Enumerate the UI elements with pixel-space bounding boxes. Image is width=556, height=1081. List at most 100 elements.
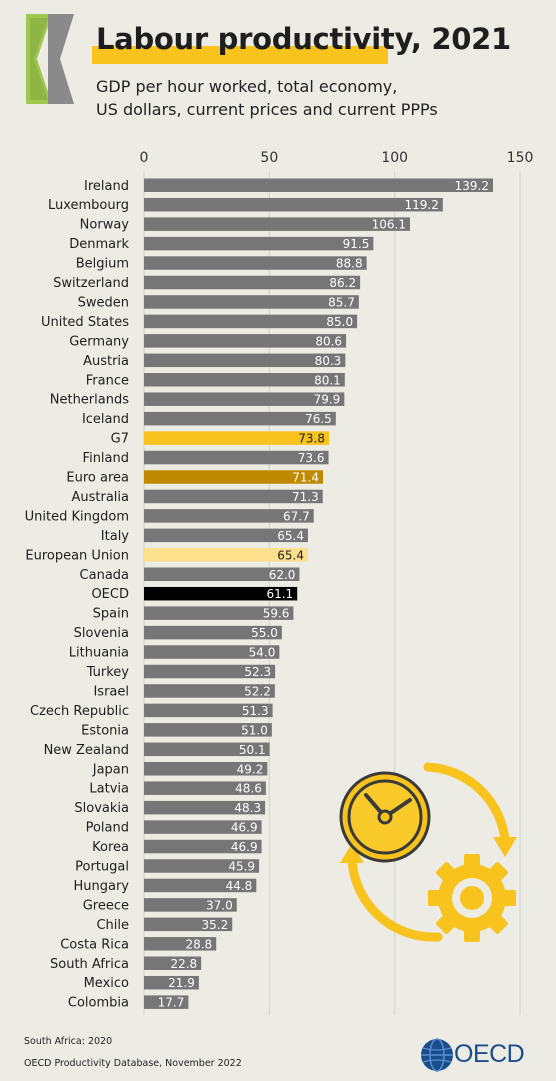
category-label: Spain	[93, 607, 129, 622]
bar	[144, 820, 262, 834]
value-label: 55.0	[251, 626, 278, 640]
category-label: Greece	[83, 898, 129, 913]
page-title: Labour productivity, 2021	[96, 22, 511, 56]
value-label: 85.7	[328, 295, 355, 309]
value-labels: 139.2 119.2 106.191.5 88.8 86.2 85.7 85.0 80.6 8…	[158, 179, 489, 1010]
bar	[144, 528, 308, 543]
x-axis-ticks: 0 50 100 150	[140, 150, 534, 166]
bar	[144, 645, 280, 659]
value-label: 76.5	[305, 412, 332, 426]
category-label: Colombia	[68, 996, 129, 1011]
bar	[144, 839, 262, 854]
category-label: Chile	[96, 918, 129, 933]
bar	[144, 781, 266, 795]
bar	[144, 509, 314, 523]
value-label: 50.1	[239, 743, 266, 757]
bar	[144, 800, 266, 815]
value-label: 65.4	[277, 548, 304, 562]
value-label: 73.6	[298, 451, 325, 465]
category-label: Czech Republic	[30, 704, 129, 719]
bar	[144, 606, 294, 620]
category-label: Australia	[71, 490, 129, 505]
bar	[144, 314, 358, 329]
chevron-logo-icon	[26, 14, 74, 104]
category-label: Portugal	[75, 860, 129, 875]
bar	[144, 295, 359, 309]
clock-icon	[339, 771, 431, 863]
title-highlight	[92, 46, 388, 64]
category-label: Slovenia	[74, 626, 129, 641]
bar	[144, 878, 257, 893]
category-label: European Union	[25, 548, 129, 563]
value-label: 80.6	[315, 334, 342, 348]
x-tick-label: 0	[140, 150, 149, 166]
value-label: 85.0	[326, 315, 353, 329]
bar	[144, 917, 233, 932]
bar	[144, 334, 347, 348]
value-label: 51.3	[242, 704, 269, 718]
value-label: 91.5	[343, 237, 370, 251]
bar	[144, 664, 276, 679]
category-label: Ireland	[84, 179, 129, 194]
bar	[144, 489, 323, 504]
value-label: 59.6	[263, 607, 290, 621]
bar	[144, 197, 443, 212]
category-label: New Zealand	[44, 743, 129, 758]
category-label: Poland	[86, 821, 129, 836]
bar	[144, 450, 329, 465]
value-label: 73.8	[298, 432, 325, 446]
bar	[144, 703, 273, 718]
page-subtitle: GDP per hour worked, total economy, US d…	[96, 75, 438, 121]
bar	[144, 353, 346, 368]
value-label: 44.8	[226, 879, 253, 893]
value-label: 28.8	[185, 937, 212, 951]
value-label: 17.7	[158, 996, 185, 1010]
bar	[144, 411, 336, 426]
category-label: Iceland	[82, 412, 129, 427]
value-label: 62.0	[269, 568, 296, 582]
x-tick-label: 150	[507, 150, 534, 166]
value-label: 48.6	[235, 782, 262, 796]
bar	[144, 625, 282, 640]
bar	[144, 275, 361, 290]
category-labels: Ireland Luxembourg Norway Denmark Belgium Swi…	[25, 179, 130, 1011]
category-label: France	[86, 373, 129, 388]
gear-icon	[428, 854, 516, 942]
category-label: Lithuania	[69, 646, 129, 661]
category-label: Canada	[80, 568, 129, 583]
cycle-arrows-icon	[347, 762, 510, 942]
bar	[144, 684, 275, 698]
subtitle-line-1: GDP per hour worked, total economy,	[96, 77, 398, 96]
value-label: 46.9	[231, 840, 258, 854]
value-label: 45.9	[228, 860, 255, 874]
bar	[144, 392, 345, 406]
x-tick-label: 50	[260, 150, 278, 166]
value-label: 86.2	[329, 276, 356, 290]
value-label: 61.1	[266, 587, 293, 601]
value-label: 54.0	[249, 646, 276, 660]
category-label: Luxembourg	[48, 198, 129, 213]
value-label: 35.2	[202, 918, 229, 932]
category-label: Germany	[69, 334, 129, 349]
category-label: Norway	[80, 218, 130, 233]
bar	[144, 373, 345, 387]
bar-chart: 0 50 100 150 Ireland Luxembourg Norway Denmark…	[25, 150, 534, 1015]
category-label: United Kingdom	[25, 509, 129, 524]
footer-source: OECD Productivity Database, November 202…	[24, 1058, 242, 1069]
value-label: 37.0	[206, 898, 233, 912]
category-label: Hungary	[73, 879, 129, 894]
value-label: 119.2	[404, 198, 438, 212]
category-label: G7	[111, 432, 129, 447]
value-label: 71.3	[292, 490, 319, 504]
bar	[144, 956, 202, 970]
bar	[144, 742, 270, 757]
value-label: 79.9	[314, 393, 341, 407]
category-label: Finland	[83, 451, 129, 466]
category-label: Japan	[92, 762, 129, 777]
bar	[144, 995, 189, 1009]
bar	[144, 898, 237, 912]
bar	[144, 859, 260, 873]
category-label: United States	[41, 315, 129, 330]
oecd-globe-icon	[421, 1038, 453, 1072]
bar	[144, 431, 330, 445]
